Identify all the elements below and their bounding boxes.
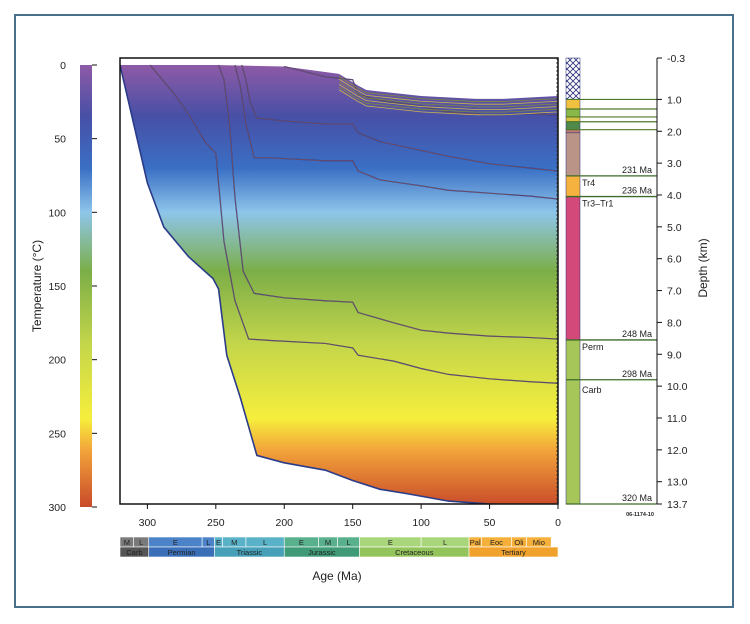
strat-unit-label: Tr4 [582, 178, 595, 188]
period-label: Carb [126, 548, 142, 557]
horizon-line-accent [234, 64, 558, 200]
epoch-label: E [299, 538, 304, 547]
age-axis-ticks: 300 250 200 150 100 50 0 [139, 504, 561, 529]
temperature-field [120, 65, 558, 504]
horizon-line-accent [241, 64, 558, 172]
horizon-line-accent [218, 64, 558, 340]
strat-unit [565, 196, 581, 341]
surface-layer-line [338, 78, 558, 105]
age-tick-label: 0 [555, 517, 561, 529]
depth-tick-label: 7.0 [667, 286, 682, 298]
epoch-label: M [231, 538, 237, 547]
strat-unit [565, 99, 581, 110]
period-cell [468, 546, 559, 558]
epoch-label: Pal [470, 538, 481, 547]
surface-layer-line [338, 89, 558, 116]
depth-tick-label: 5.0 [667, 222, 682, 234]
depth-tick-label: 1.0 [667, 94, 682, 106]
strat-unit-label: Carb [582, 385, 602, 395]
temperature-tick-label: 150 [48, 281, 66, 293]
epoch-label: E [173, 538, 178, 547]
strat-unit-label: Tr3–Tr1 [582, 199, 613, 209]
surface-layer-line [338, 81, 558, 108]
surface-layer-line [338, 76, 558, 102]
epoch-label: E [216, 538, 221, 547]
age-tick-label: 100 [412, 517, 430, 529]
period-label: Jurassic [308, 548, 336, 557]
stratigraphic-column: Tr4 Tr3–Tr1 Perm Carb 231 Ma 236 Ma 248 Ma 298 … [565, 57, 657, 505]
figure-frame [14, 14, 734, 608]
epoch-label: L [139, 538, 143, 547]
horizon-marker-label: 298 Ma [622, 369, 652, 379]
depth-tick-label: 4.0 [667, 190, 682, 202]
temperature-tick-label: 300 [48, 502, 66, 514]
horizon-line [120, 64, 511, 504]
depth-tick-label: 13.7 [667, 499, 688, 511]
epoch-label: M [124, 538, 130, 547]
temperature-tick-label: 200 [48, 355, 66, 367]
epoch-label: Eoc [490, 538, 503, 547]
strat-unit [565, 116, 581, 122]
temperature-axis-label: Temperature (°C) [30, 240, 44, 332]
surface-layer-line [338, 86, 558, 113]
surface-layer-line [338, 84, 558, 110]
temperature-tick-label: 100 [48, 207, 66, 219]
strat-unit-label: Perm [582, 342, 604, 352]
depth-tick-label: 13.0 [667, 477, 688, 489]
depth-tick-label: 3.0 [667, 158, 682, 170]
period-label: Cretaceous [395, 548, 434, 557]
temperature-tick-label: 50 [54, 134, 66, 146]
depth-tick-label: 8.0 [667, 317, 682, 329]
temperature-axis-ticks: 0 50 100 150 200 250 300 [48, 60, 97, 514]
epoch-label: L [443, 538, 447, 547]
strat-unit [565, 121, 581, 130]
epoch-label: L [263, 538, 267, 547]
temperature-colorbar [80, 65, 92, 507]
strat-unit [565, 57, 581, 100]
epoch-label: E [388, 538, 393, 547]
depth-tick-label: 11.0 [667, 413, 687, 425]
plot-border [119, 57, 559, 505]
surface-layers [338, 76, 558, 116]
age-tick-label: 50 [484, 517, 496, 529]
age-tick-label: 150 [344, 517, 362, 529]
horizon-line-accent [149, 64, 558, 384]
strat-unit [565, 175, 581, 197]
epoch-label: L [346, 538, 350, 547]
horizon-marker-label: 231 Ma [622, 165, 652, 175]
age-axis-label: Age (Ma) [312, 569, 361, 583]
depth-tick-label: 10.0 [667, 381, 688, 393]
epoch-label: M [325, 538, 331, 547]
depth-tick-label: 12.0 [667, 445, 688, 457]
horizon-marker-label: 236 Ma [622, 186, 652, 196]
temperature-tick-label: 0 [60, 60, 66, 72]
temperature-tick-label: 250 [48, 428, 66, 440]
strat-unit [565, 339, 581, 505]
period-label: Triassic [237, 548, 263, 557]
age-tick-label: 200 [275, 517, 293, 529]
strat-unit [565, 108, 581, 118]
depth-axis-label: Depth (km) [696, 238, 710, 297]
depth-tick-label: 2.0 [667, 126, 682, 138]
depth-tick-label: 6.0 [667, 254, 682, 266]
epoch-label: Mio [533, 538, 545, 547]
period-label: Tertiary [501, 548, 526, 557]
figure-id: 06-1174-10 [626, 512, 654, 518]
epoch-label: Oli [514, 538, 524, 547]
strat-unit [565, 132, 581, 177]
epoch-label: L [206, 538, 210, 547]
horizon-marker-label: 320 Ma [622, 493, 652, 503]
depth-tick-label: -0.3 [667, 53, 685, 65]
plot-area [120, 64, 558, 504]
depth-axis-ticks: -0.3 1.0 2.0 3.0 4.0 5.0 6.0 7.0 8.0 9.0 10.0 11.0 1… [657, 53, 688, 511]
period-label: Permian [168, 548, 196, 557]
horizon-marker-label: 248 Ma [622, 329, 652, 339]
age-tick-label: 250 [207, 517, 225, 529]
depth-tick-label: 9.0 [667, 349, 682, 361]
age-tick-label: 300 [139, 517, 157, 529]
